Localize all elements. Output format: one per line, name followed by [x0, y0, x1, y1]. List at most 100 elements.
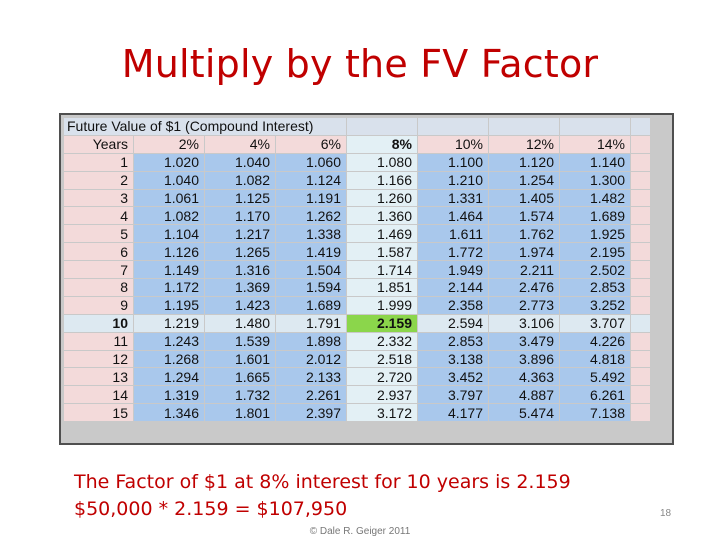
table-row: 9 1.195 1.423 1.689 1.999 2.358 2.773 3.252 — [64, 296, 650, 314]
year-cell: 9 — [64, 296, 133, 314]
table-row: 2 1.040 1.082 1.124 1.166 1.210 1.254 1.300 — [64, 171, 650, 189]
row-tail — [631, 386, 650, 404]
factor-cell: 1.898 — [276, 332, 346, 350]
factor-cell: 2.211 — [489, 261, 559, 279]
factor-cell: 3.479 — [489, 332, 559, 350]
factor-cell: 2.133 — [276, 368, 346, 386]
factor-cell: 1.166 — [347, 171, 417, 189]
factor-cell: 1.100 — [418, 153, 488, 171]
year-cell: 11 — [64, 332, 133, 350]
factor-cell: 4.177 — [418, 404, 488, 422]
factor-cell: 1.195 — [134, 296, 204, 314]
table-row: 15 1.346 1.801 2.397 3.172 4.177 5.474 7.138 — [64, 404, 650, 422]
factor-cell: 1.124 — [276, 171, 346, 189]
factor-cell: 1.689 — [276, 296, 346, 314]
table-row: 5 1.104 1.217 1.338 1.469 1.611 1.762 1.925 — [64, 225, 650, 243]
table-row: 10 1.219 1.480 1.791 2.159 2.594 3.106 3.707 — [64, 314, 650, 332]
factor-cell: 1.294 — [134, 368, 204, 386]
table-row: 14 1.319 1.732 2.261 2.937 3.797 4.887 6.261 — [64, 386, 650, 404]
factor-cell: 1.020 — [134, 153, 204, 171]
row-tail — [631, 261, 650, 279]
year-cell: 14 — [64, 386, 133, 404]
factor-cell: 1.360 — [347, 207, 417, 225]
header-rate: 12% — [489, 135, 559, 153]
factor-cell: 2.594 — [418, 314, 488, 332]
row-tail — [631, 332, 650, 350]
factor-cell: 4.226 — [560, 332, 630, 350]
factor-cell: 1.601 — [205, 350, 275, 368]
factor-cell: 1.316 — [205, 261, 275, 279]
factor-cell: 1.346 — [134, 404, 204, 422]
factor-cell: 2.773 — [489, 296, 559, 314]
factor-cell: 1.140 — [560, 153, 630, 171]
caption-spacer — [489, 118, 559, 135]
year-cell: 3 — [64, 189, 133, 207]
factor-cell: 1.104 — [134, 225, 204, 243]
factor-cell: 1.791 — [276, 314, 346, 332]
factor-cell: 1.254 — [489, 171, 559, 189]
factor-cell: 7.138 — [560, 404, 630, 422]
year-cell: 12 — [64, 350, 133, 368]
year-cell: 15 — [64, 404, 133, 422]
factor-cell: 2.261 — [276, 386, 346, 404]
factor-cell: 6.261 — [560, 386, 630, 404]
factor-cell: 1.082 — [205, 171, 275, 189]
factor-cell: 4.818 — [560, 350, 630, 368]
year-cell: 8 — [64, 279, 133, 296]
factor-cell: 1.300 — [560, 171, 630, 189]
caption-spacer — [347, 118, 417, 135]
factor-cell: 2.937 — [347, 386, 417, 404]
caption-spacer — [560, 118, 630, 135]
row-tail — [631, 189, 650, 207]
slide-title: Multiply by the FV Factor — [121, 42, 599, 86]
factor-cell: 1.369 — [205, 279, 275, 296]
factor-cell: 1.423 — [205, 296, 275, 314]
factor-cell: 3.252 — [560, 296, 630, 314]
copyright-footer: © Dale R. Geiger 2011 — [309, 526, 411, 537]
fv-table: Future Value of $1 (Compound Interest) Y… — [63, 117, 651, 422]
header-rate: 4% — [205, 135, 275, 153]
row-tail — [631, 225, 650, 243]
factor-cell: 2.720 — [347, 368, 417, 386]
factor-cell: 1.801 — [205, 404, 275, 422]
table-row: 7 1.149 1.316 1.504 1.714 1.949 2.211 2.502 — [64, 261, 650, 279]
factor-cell: 1.268 — [134, 350, 204, 368]
factor-cell: 1.125 — [205, 189, 275, 207]
factor-cell: 1.504 — [276, 261, 346, 279]
factor-cell: 1.851 — [347, 279, 417, 296]
fv-table-frame: Future Value of $1 (Compound Interest) Y… — [59, 113, 674, 445]
factor-cell: 2.195 — [560, 243, 630, 261]
factor-cell: 5.492 — [560, 368, 630, 386]
factor-cell: 2.853 — [560, 279, 630, 296]
page-number: 18 — [660, 508, 672, 519]
explanation-line-2: $50,000 * 2.159 = $107,950 — [74, 498, 348, 520]
factor-cell: 2.159 — [347, 314, 417, 332]
table-row: 6 1.126 1.265 1.419 1.587 1.772 1.974 2.195 — [64, 243, 650, 261]
caption-spacer — [418, 118, 488, 135]
factor-cell: 3.138 — [418, 350, 488, 368]
caption-spacer — [631, 118, 650, 135]
header-rate: 8% — [347, 135, 417, 153]
year-cell: 13 — [64, 368, 133, 386]
factor-cell: 1.482 — [560, 189, 630, 207]
row-tail — [631, 279, 650, 296]
factor-cell: 1.191 — [276, 189, 346, 207]
factor-cell: 1.762 — [489, 225, 559, 243]
factor-cell: 1.974 — [489, 243, 559, 261]
factor-cell: 2.358 — [418, 296, 488, 314]
row-tail — [631, 135, 650, 153]
row-tail — [631, 171, 650, 189]
factor-cell: 1.539 — [205, 332, 275, 350]
factor-cell: 1.262 — [276, 207, 346, 225]
factor-cell: 1.260 — [347, 189, 417, 207]
row-tail — [631, 207, 650, 225]
factor-cell: 2.476 — [489, 279, 559, 296]
factor-cell: 1.082 — [134, 207, 204, 225]
factor-cell: 3.172 — [347, 404, 417, 422]
row-tail — [631, 314, 650, 332]
factor-cell: 1.243 — [134, 332, 204, 350]
factor-cell: 1.469 — [347, 225, 417, 243]
table-row: 13 1.294 1.665 2.133 2.720 3.452 4.363 5.492 — [64, 368, 650, 386]
factor-cell: 1.149 — [134, 261, 204, 279]
factor-cell: 2.144 — [418, 279, 488, 296]
